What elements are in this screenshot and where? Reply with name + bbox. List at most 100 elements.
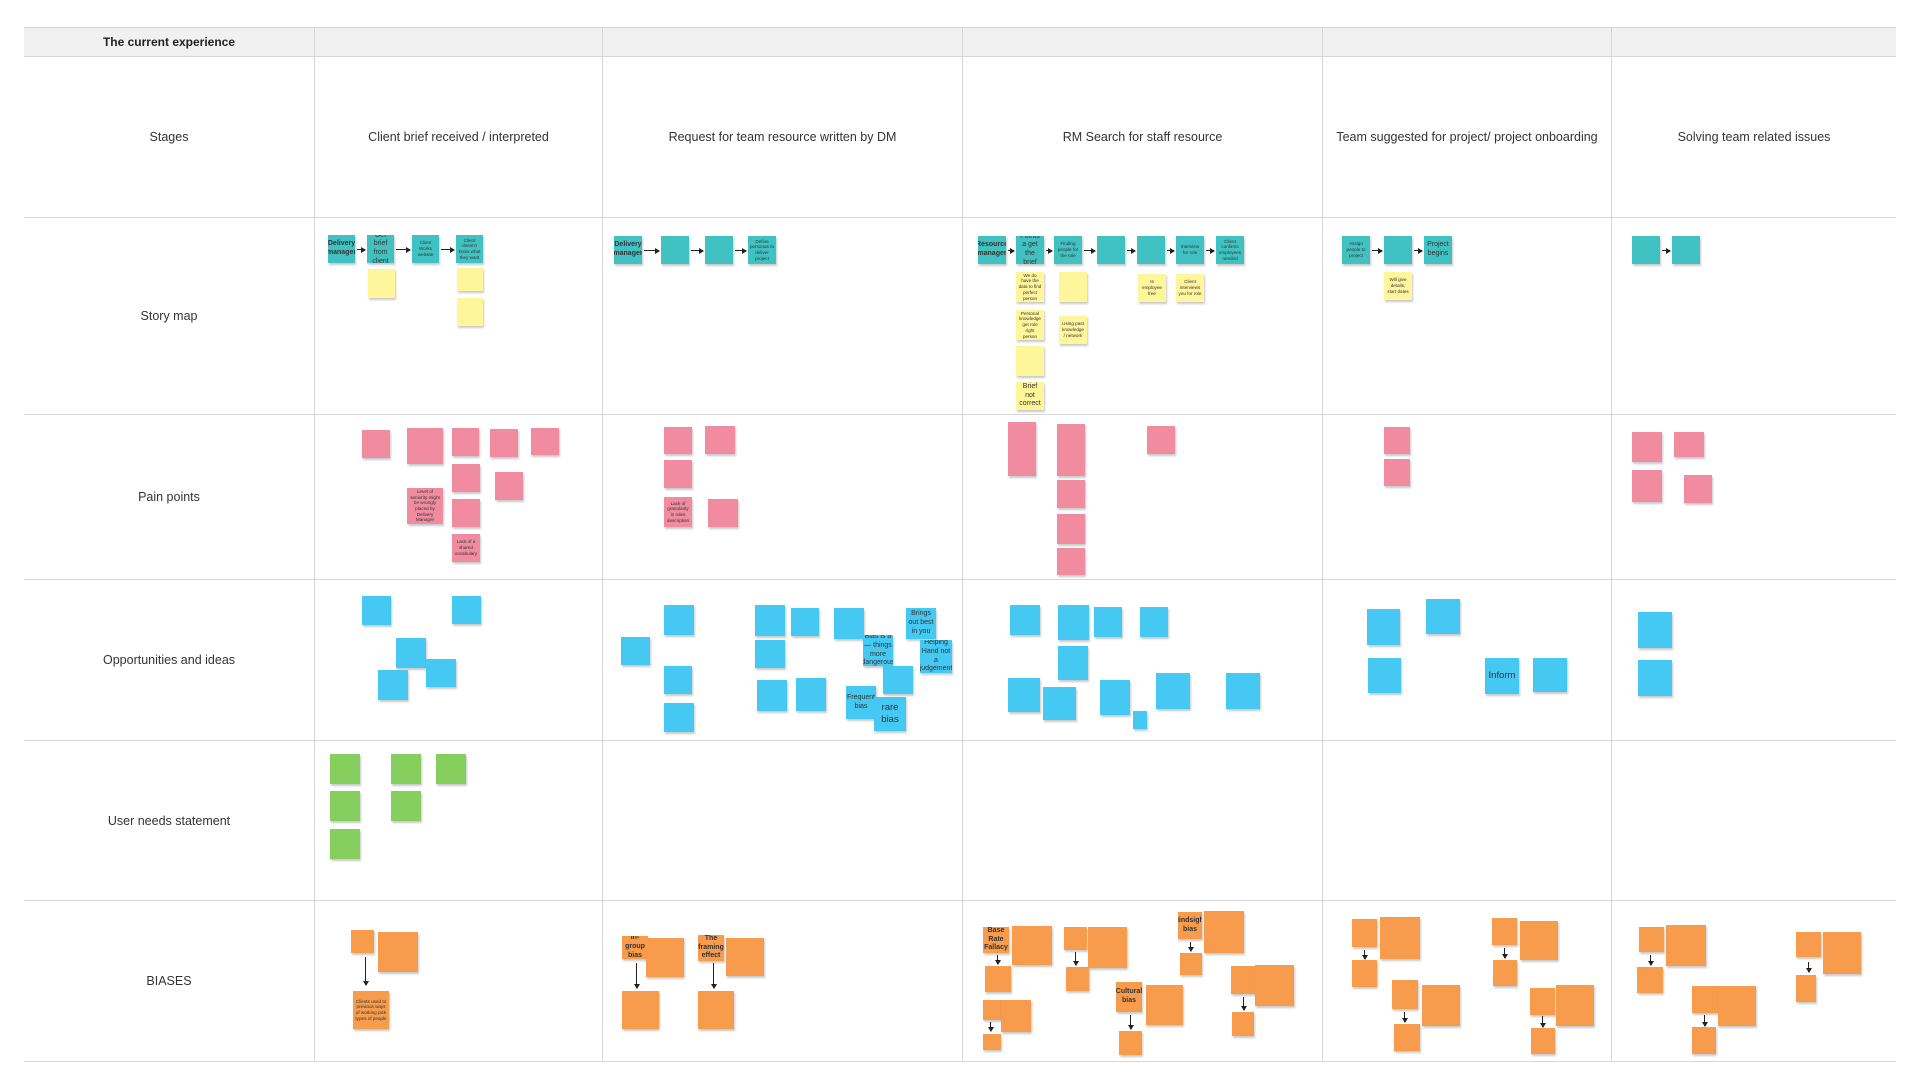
- sticky-note[interactable]: [757, 680, 787, 711]
- sticky-note[interactable]: [362, 430, 390, 458]
- sticky-note[interactable]: [983, 1000, 1003, 1020]
- sticky-note[interactable]: [1097, 236, 1125, 264]
- sticky-note[interactable]: [1384, 459, 1410, 486]
- sticky-note[interactable]: Brief not correct: [1016, 382, 1044, 410]
- sticky-note[interactable]: [531, 428, 559, 455]
- sticky-note[interactable]: [1119, 1031, 1142, 1055]
- sticky-note[interactable]: [1094, 607, 1122, 637]
- sticky-note[interactable]: [664, 666, 692, 694]
- sticky-note[interactable]: [368, 269, 395, 298]
- sticky-note[interactable]: [791, 608, 819, 636]
- sticky-note[interactable]: [452, 464, 480, 492]
- sticky-note[interactable]: [1384, 427, 1410, 454]
- sticky-note[interactable]: [1637, 967, 1663, 993]
- sticky-note[interactable]: [330, 829, 360, 859]
- sticky-note[interactable]: The framing effect: [698, 935, 724, 961]
- sticky-note[interactable]: [457, 298, 483, 326]
- sticky-note[interactable]: [834, 608, 864, 639]
- sticky-note[interactable]: [1057, 514, 1085, 544]
- sticky-note[interactable]: [1156, 673, 1190, 709]
- sticky-note[interactable]: In-group bias: [622, 936, 648, 959]
- sticky-note[interactable]: Points a get the brief: [1016, 236, 1044, 264]
- sticky-note[interactable]: [1133, 711, 1147, 729]
- sticky-note[interactable]: [1057, 424, 1085, 476]
- sticky-note[interactable]: [1796, 975, 1816, 1002]
- sticky-note[interactable]: [1639, 927, 1664, 952]
- sticky-note[interactable]: [1057, 548, 1085, 575]
- sticky-note[interactable]: [391, 791, 421, 821]
- sticky-note[interactable]: [664, 605, 694, 635]
- sticky-note[interactable]: Inform: [1485, 658, 1519, 694]
- sticky-note[interactable]: [1533, 658, 1567, 692]
- sticky-note[interactable]: Client Works website: [412, 235, 439, 263]
- sticky-note[interactable]: [985, 966, 1011, 992]
- sticky-note[interactable]: [883, 666, 913, 694]
- sticky-note[interactable]: [1058, 605, 1089, 640]
- sticky-note[interactable]: Resource manager: [978, 236, 1006, 264]
- sticky-note[interactable]: [1057, 480, 1085, 508]
- sticky-note[interactable]: [1674, 432, 1704, 457]
- sticky-note[interactable]: [1684, 475, 1712, 503]
- sticky-note[interactable]: [1638, 612, 1672, 648]
- sticky-note[interactable]: [378, 670, 408, 700]
- sticky-note[interactable]: [1426, 599, 1460, 634]
- sticky-note[interactable]: [351, 930, 374, 953]
- sticky-note[interactable]: Will give details, start dates: [1384, 272, 1412, 300]
- sticky-note[interactable]: [1001, 1000, 1031, 1032]
- sticky-note[interactable]: Base Rate Fallacy: [983, 927, 1009, 953]
- sticky-note[interactable]: [495, 472, 523, 500]
- sticky-note[interactable]: [1180, 953, 1202, 975]
- sticky-note[interactable]: [661, 236, 689, 264]
- sticky-note[interactable]: [1394, 1024, 1420, 1051]
- sticky-note[interactable]: [330, 754, 360, 784]
- sticky-note[interactable]: [1392, 980, 1418, 1009]
- sticky-note[interactable]: [330, 791, 360, 821]
- sticky-note[interactable]: Interview for role: [1176, 236, 1204, 264]
- sticky-note[interactable]: [1692, 1027, 1716, 1054]
- sticky-note[interactable]: [1823, 932, 1861, 974]
- sticky-note[interactable]: [1492, 918, 1517, 945]
- sticky-note[interactable]: [1255, 965, 1294, 1006]
- sticky-note[interactable]: [1232, 1012, 1254, 1036]
- sticky-note[interactable]: [1422, 985, 1460, 1026]
- sticky-note[interactable]: [708, 499, 738, 527]
- sticky-note[interactable]: [407, 428, 443, 464]
- sticky-note[interactable]: Is employee free: [1138, 274, 1166, 302]
- sticky-note[interactable]: [755, 605, 785, 636]
- sticky-note[interactable]: [452, 428, 479, 456]
- sticky-note[interactable]: Bias is a — things more dangerous: [863, 635, 893, 666]
- sticky-note[interactable]: Client doesn't know what they want: [456, 235, 483, 263]
- sticky-note[interactable]: [1059, 272, 1087, 302]
- sticky-note[interactable]: [646, 938, 684, 977]
- sticky-note[interactable]: [1380, 917, 1420, 959]
- sticky-note[interactable]: [1632, 470, 1662, 502]
- sticky-note[interactable]: [1010, 605, 1040, 635]
- sticky-note[interactable]: Cultural bias: [1116, 982, 1142, 1012]
- sticky-note[interactable]: [396, 638, 426, 668]
- sticky-note[interactable]: [490, 429, 518, 457]
- sticky-note[interactable]: Brings out best in you: [906, 608, 936, 639]
- sticky-note[interactable]: [452, 596, 481, 624]
- sticky-note[interactable]: [1058, 646, 1088, 680]
- sticky-note[interactable]: [1493, 960, 1517, 986]
- sticky-note[interactable]: [1066, 967, 1089, 991]
- sticky-note[interactable]: [621, 637, 650, 665]
- sticky-note[interactable]: [1632, 432, 1662, 462]
- sticky-note[interactable]: [1137, 236, 1165, 264]
- sticky-note[interactable]: [726, 938, 764, 976]
- sticky-note[interactable]: Delivery manager: [614, 236, 642, 264]
- sticky-note[interactable]: Clients used to previous ways of working…: [353, 991, 389, 1029]
- sticky-note[interactable]: [1692, 986, 1718, 1013]
- sticky-note[interactable]: [1666, 925, 1706, 966]
- sticky-note[interactable]: Lack of granularity in roles description: [664, 497, 692, 527]
- sticky-note[interactable]: [1556, 985, 1594, 1026]
- sticky-note[interactable]: [705, 236, 733, 264]
- sticky-note[interactable]: [755, 640, 785, 668]
- sticky-note[interactable]: [1140, 607, 1168, 637]
- sticky-note[interactable]: Finding people for the role: [1054, 236, 1082, 264]
- sticky-note[interactable]: [1146, 985, 1183, 1025]
- sticky-note[interactable]: [1064, 927, 1087, 950]
- sticky-note[interactable]: [983, 1034, 1001, 1050]
- sticky-note[interactable]: [1796, 932, 1821, 957]
- sticky-note[interactable]: Define personas to deliver project: [748, 236, 776, 264]
